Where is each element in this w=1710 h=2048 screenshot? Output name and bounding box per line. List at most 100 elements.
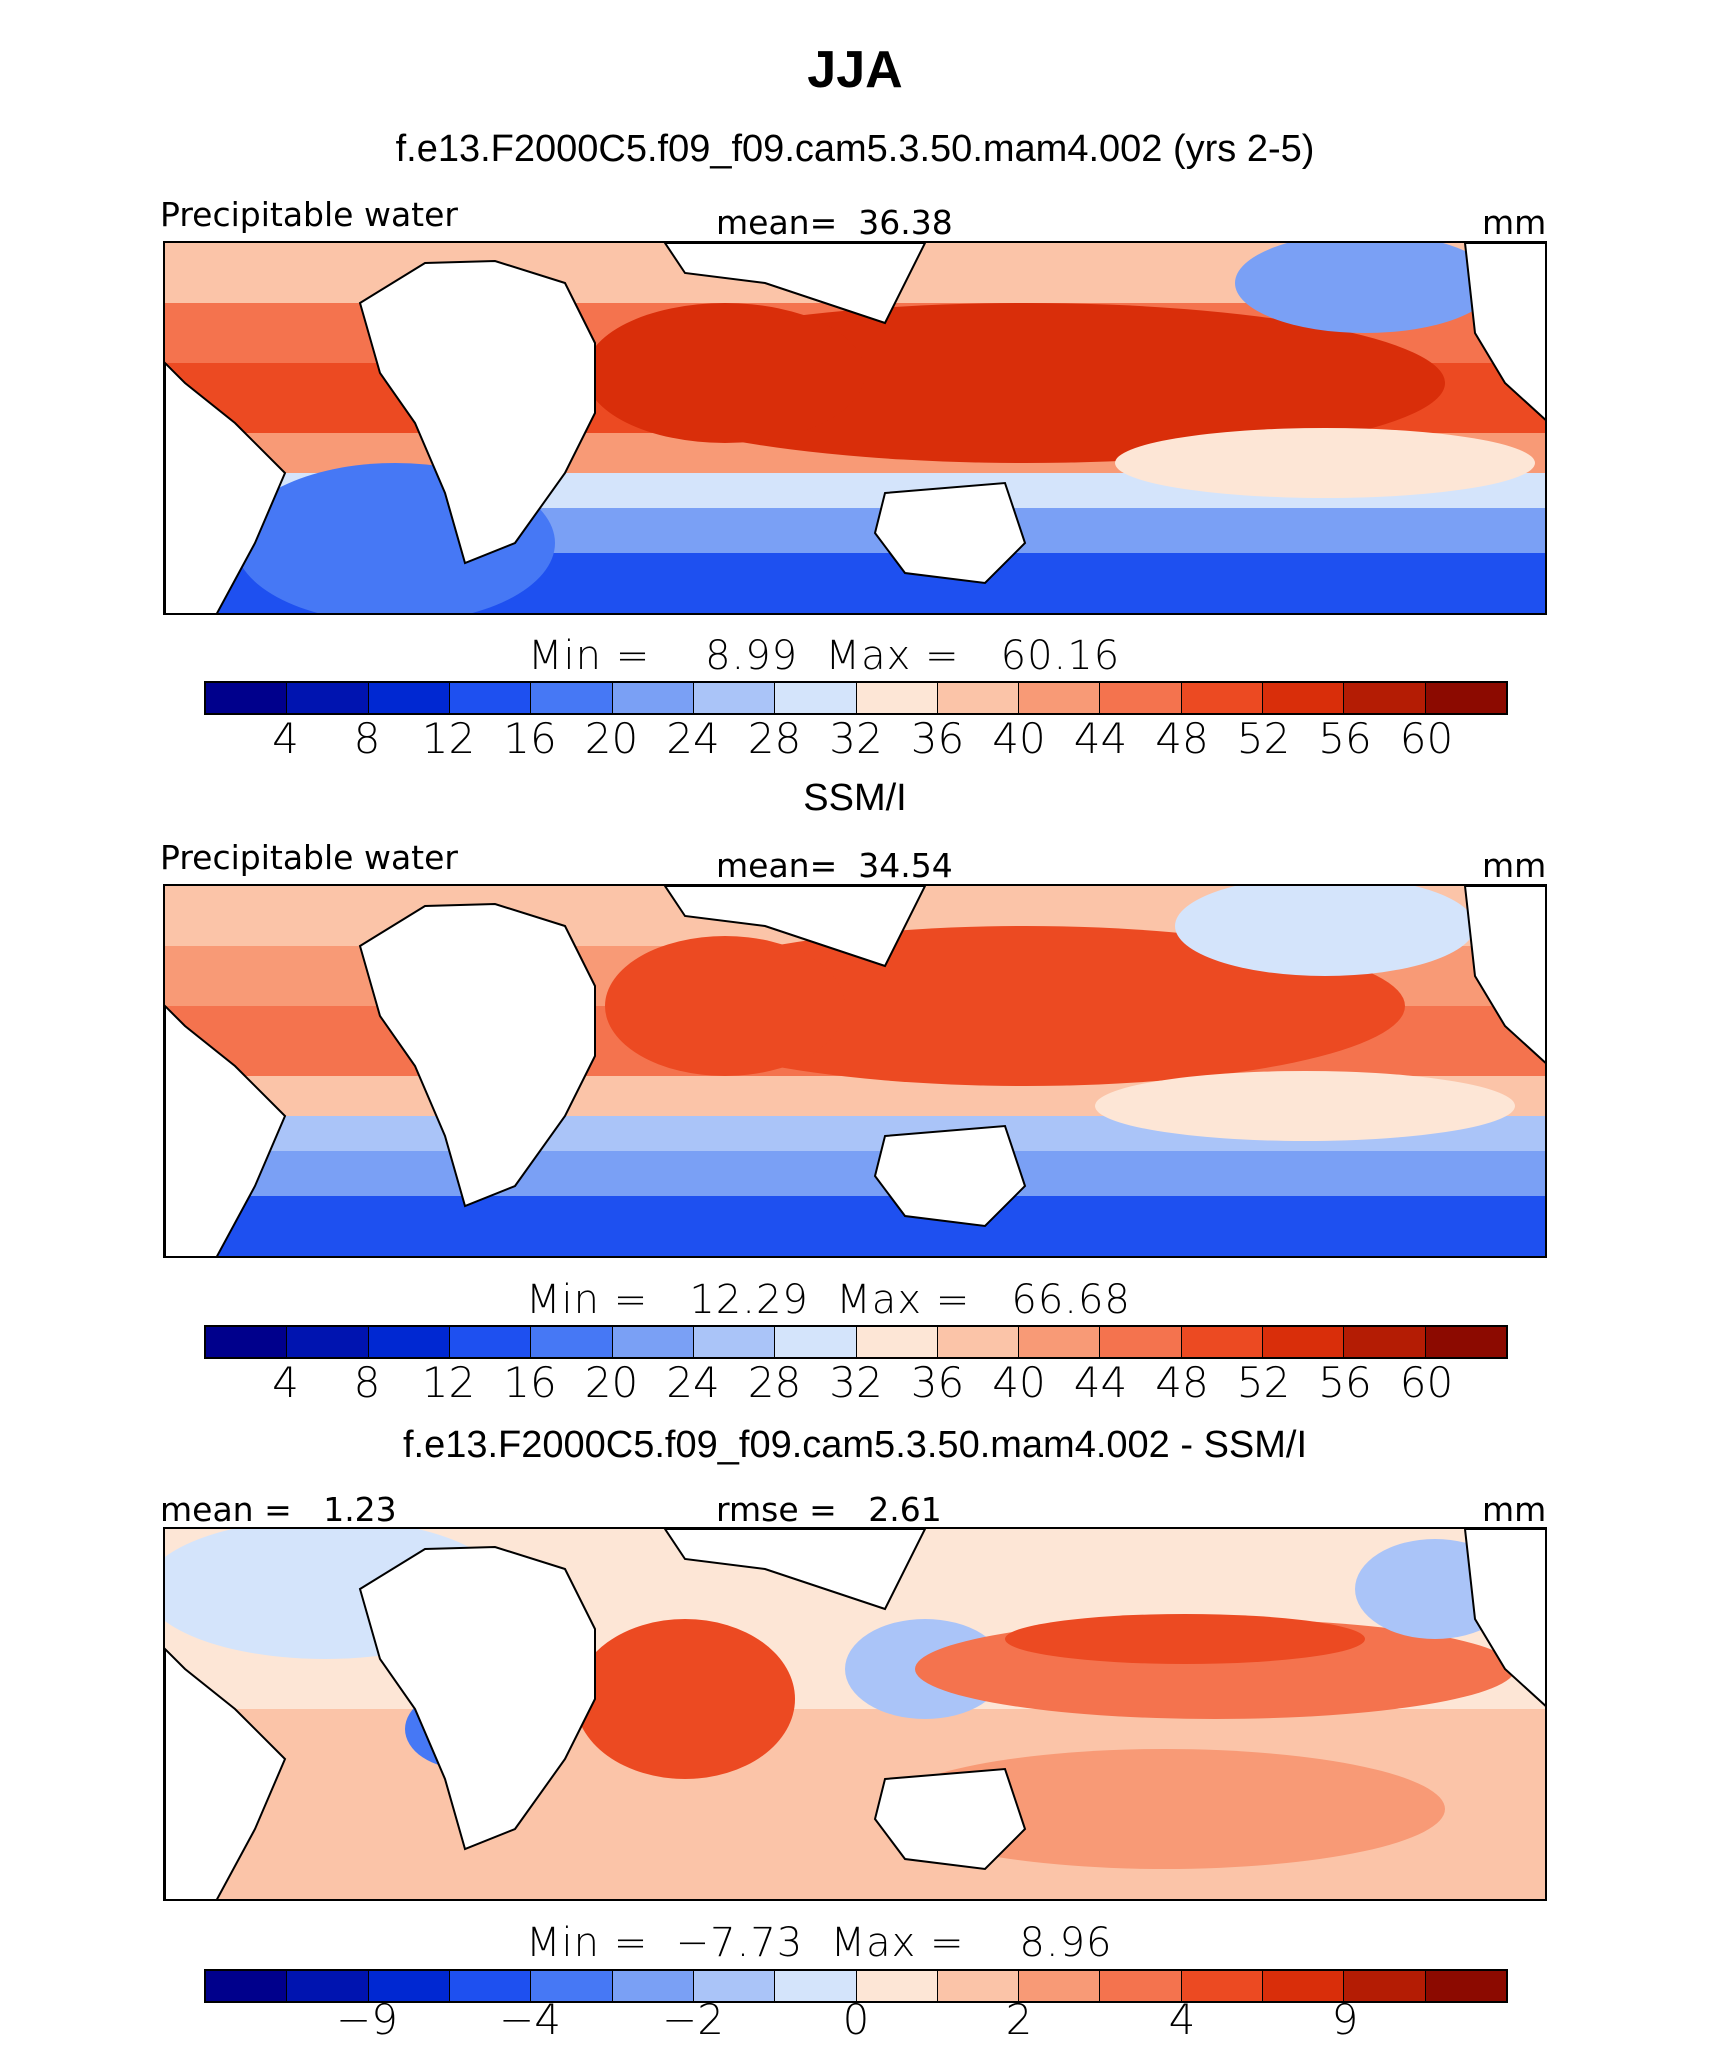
colorbar-tick-label: 24 [666, 714, 720, 763]
colorbar-swatch [856, 1971, 938, 2001]
colorbar-tick-label: 0 [842, 1995, 870, 2044]
colorbar-swatch [1425, 1327, 1506, 1357]
colorbar-2 [204, 1325, 1508, 1359]
colorbar-tick-label: 32 [829, 1358, 883, 1407]
colorbar-swatch [1263, 683, 1345, 713]
colorbar-swatch [368, 683, 450, 713]
panel-3-units-label: mm [1482, 1490, 1547, 1529]
colorbar-swatch [1019, 1327, 1101, 1357]
colorbar-tick-label: 32 [829, 714, 883, 763]
colorbar-tick-label: 60 [1399, 1358, 1454, 1407]
colorbar-tick-label: 44 [1073, 714, 1128, 763]
colorbar-swatch [1100, 1971, 1182, 2001]
panel-2-map [163, 884, 1547, 1258]
colorbar-swatch [1100, 683, 1182, 713]
colorbar-tick-label: 44 [1073, 1358, 1128, 1407]
colorbar-tick-label: 28 [747, 714, 802, 763]
panel-1-units-label: mm [1482, 203, 1547, 242]
colorbar-swatch [1100, 1327, 1182, 1357]
colorbar-tick-label: 52 [1236, 1358, 1291, 1407]
panel-1-mean-label: mean= 36.38 [716, 203, 953, 242]
colorbar-1-ticks: 4 8 12 16 20 24 28 32 36 40 44 48 52 56 60 [204, 714, 1508, 764]
colorbar-swatch [612, 1327, 694, 1357]
colorbar-tick-label: 4 [272, 714, 299, 763]
panel-2-min-max: Min = 12.29 Max = 66.68 [526, 1277, 1131, 1323]
colorbar-swatch [775, 683, 857, 713]
panel-1-subtitle: f.e13.F2000C5.f09_f09.cam5.3.50.mam4.002… [395, 128, 1315, 170]
colorbar-swatch [856, 1327, 938, 1357]
colorbar-swatch [856, 683, 938, 713]
panel-3-map-svg [165, 1529, 1545, 1899]
colorbar-swatch [1344, 683, 1426, 713]
colorbar-swatch [531, 1971, 613, 2001]
panel-1-variable-label: Precipitable water [160, 195, 458, 234]
colorbar-tick-label: 24 [666, 1358, 720, 1407]
colorbar-swatch [693, 1327, 776, 1357]
colorbar-swatch [206, 1327, 288, 1357]
colorbar-tick-label: 40 [992, 714, 1046, 763]
colorbar-swatch [368, 1971, 450, 2001]
panel-2-variable-label: Precipitable water [160, 838, 458, 877]
panel-1-map [163, 241, 1547, 615]
panel-3-subtitle: f.e13.F2000C5.f09_f09.cam5.3.50.mam4.002… [402, 1424, 1308, 1466]
colorbar-swatch [775, 1327, 857, 1357]
panel-1-min-max: Min = 8.99 Max = 60.16 [528, 633, 1121, 679]
colorbar-swatch [449, 683, 532, 713]
colorbar-swatch [531, 1327, 613, 1357]
colorbar-3 [204, 1969, 1508, 2003]
colorbar-swatch [1263, 1327, 1345, 1357]
colorbar-tick-label: 40 [992, 1358, 1046, 1407]
colorbar-swatch [1181, 1327, 1264, 1357]
colorbar-tick-label: 4 [1168, 1995, 1196, 2044]
panel-2-subtitle: SSM/I [803, 777, 907, 819]
colorbar-tick-label: 12 [421, 1358, 476, 1407]
panel-3-mean-label: mean = 1.23 [160, 1490, 397, 1529]
colorbar-swatch [693, 683, 776, 713]
colorbar-tick-label: 4 [272, 1358, 299, 1407]
colorbar-tick-label: 20 [584, 1358, 639, 1407]
colorbar-swatch [937, 1327, 1020, 1357]
colorbar-swatch [1019, 683, 1101, 713]
colorbar-swatch [693, 1971, 776, 2001]
colorbar-swatch [531, 683, 613, 713]
panel-1-map-svg [165, 243, 1545, 613]
colorbar-tick-label: 8 [353, 1358, 381, 1407]
colorbar-tick-label: 8 [353, 714, 381, 763]
colorbar-tick-label: −4 [499, 1995, 561, 2044]
panel-2-mean-label: mean= 34.54 [716, 846, 953, 885]
colorbar-3-ticks: −9 −4 −2 0 2 4 9 [204, 1995, 1508, 2045]
colorbar-tick-label: 28 [747, 1358, 802, 1407]
colorbar-swatch [287, 1327, 369, 1357]
colorbar-swatch [775, 1971, 857, 2001]
colorbar-tick-label: 48 [1155, 714, 1209, 763]
colorbar-swatch [612, 683, 694, 713]
colorbar-tick-label: 60 [1399, 714, 1454, 763]
colorbar-tick-label: 56 [1318, 1358, 1372, 1407]
colorbar-swatch [1344, 1971, 1426, 2001]
colorbar-swatch [1425, 1971, 1506, 2001]
panel-3-rmse-label: rmse = 2.61 [716, 1490, 942, 1529]
colorbar-swatch [1019, 1971, 1101, 2001]
colorbar-2-ticks: 4 8 12 16 20 24 28 32 36 40 44 48 52 56 60 [204, 1358, 1508, 1408]
colorbar-swatch [368, 1327, 450, 1357]
colorbar-1 [204, 681, 1508, 715]
colorbar-tick-label: 36 [910, 714, 965, 763]
colorbar-swatch [1425, 683, 1506, 713]
colorbar-tick-label: 9 [1331, 1995, 1359, 2044]
colorbar-swatch [449, 1327, 532, 1357]
colorbar-tick-label: 56 [1318, 714, 1372, 763]
colorbar-swatch [449, 1971, 532, 2001]
figure-title: JJA [807, 41, 903, 99]
colorbar-tick-label: 2 [1005, 1995, 1033, 2044]
colorbar-swatch [937, 683, 1020, 713]
colorbar-swatch [612, 1971, 694, 2001]
colorbar-tick-label: 16 [503, 714, 557, 763]
panel-2-units-label: mm [1482, 846, 1547, 885]
colorbar-tick-label: 48 [1155, 1358, 1209, 1407]
panel-3-min-max: Min = −7.73 Max = 8.96 [526, 1920, 1113, 1966]
colorbar-tick-label: 52 [1236, 714, 1291, 763]
colorbar-swatch [287, 683, 369, 713]
colorbar-tick-label: 20 [584, 714, 639, 763]
colorbar-swatch [206, 683, 288, 713]
colorbar-swatch [206, 1971, 288, 2001]
